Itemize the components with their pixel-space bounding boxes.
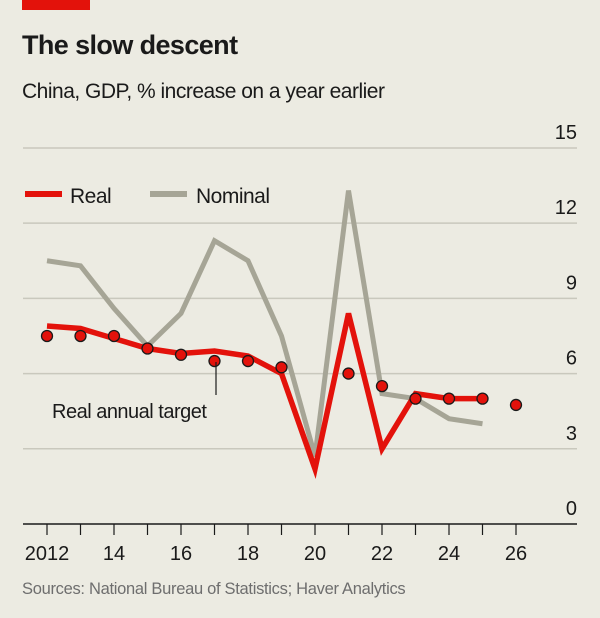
y-tick-label: 9 xyxy=(566,272,577,294)
legend-real-label: Real xyxy=(70,185,111,208)
target-point xyxy=(442,392,456,405)
legend-nominal-label: Nominal xyxy=(196,185,270,208)
x-tick-label: 16 xyxy=(170,543,192,565)
target-annotation-label: Real annual target xyxy=(52,401,207,423)
target-point xyxy=(174,348,188,361)
y-tick-label: 15 xyxy=(555,122,577,144)
target-point xyxy=(141,342,154,355)
x-tick-label: 20 xyxy=(304,543,326,565)
target-point xyxy=(74,329,87,343)
target-point xyxy=(409,392,422,405)
y-tick-label: 3 xyxy=(566,423,577,445)
series-line-real xyxy=(46,312,483,479)
target-point xyxy=(375,379,389,393)
x-tick-label: 22 xyxy=(371,543,393,565)
brand-red-bar xyxy=(22,0,90,10)
y-tick-label: 6 xyxy=(566,348,577,370)
x-tick-label: 2012 xyxy=(25,543,70,565)
target-point xyxy=(342,367,355,380)
target-point xyxy=(40,329,54,343)
x-tick-label: 14 xyxy=(103,543,125,565)
y-tick-label: 0 xyxy=(566,498,577,520)
target-point xyxy=(275,361,288,374)
chart-subtitle: China, GDP, % increase on a year earlier xyxy=(22,80,385,103)
target-point xyxy=(208,354,221,368)
y-tick-label: 12 xyxy=(555,197,577,219)
target-point xyxy=(241,354,255,368)
x-tick-label: 18 xyxy=(237,543,259,565)
target-point xyxy=(509,398,523,412)
chart-title: The slow descent xyxy=(22,30,238,60)
x-tick-label: 24 xyxy=(438,543,460,565)
target-point xyxy=(107,329,121,343)
source-note: Sources: National Bureau of Statistics; … xyxy=(22,580,406,598)
x-tick-label: 26 xyxy=(505,543,527,565)
target-point xyxy=(476,392,489,405)
